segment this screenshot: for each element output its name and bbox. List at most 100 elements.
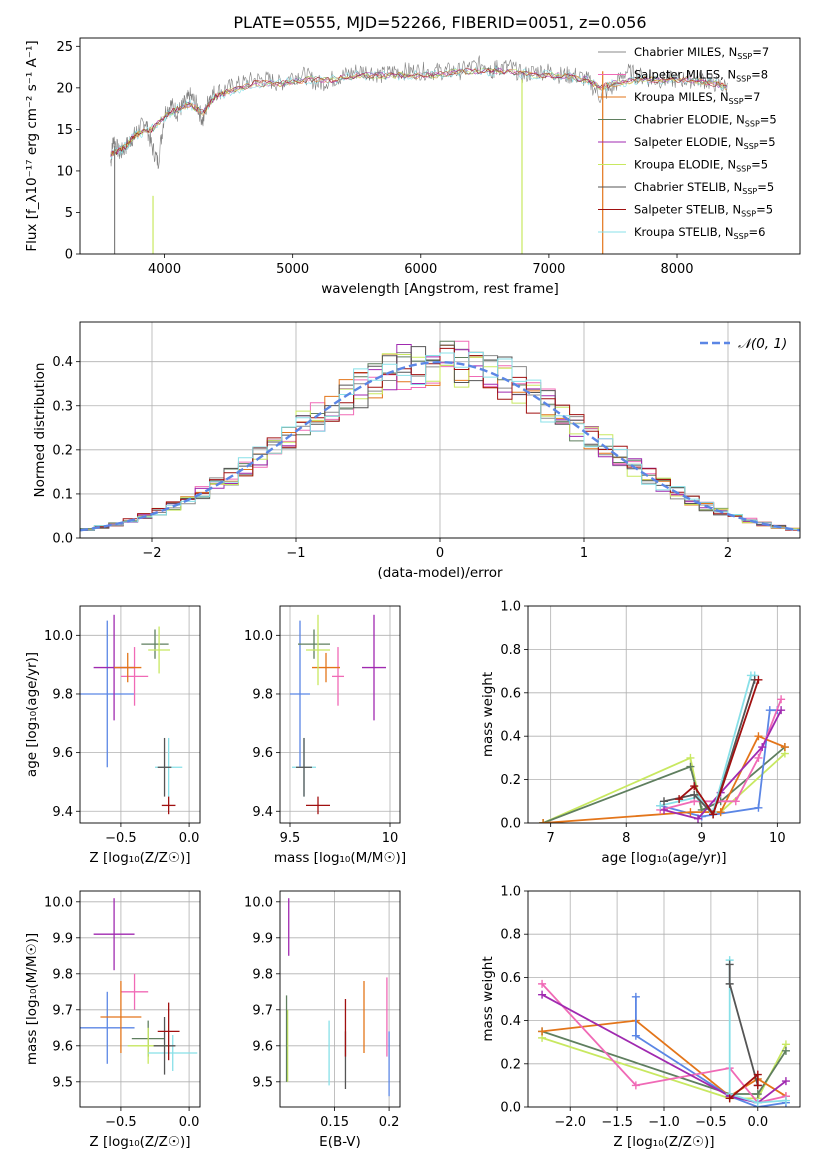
y-axis-label: Flux [f_λ10⁻¹⁷ erg cm⁻² s⁻¹ A⁻¹] bbox=[24, 40, 40, 251]
y-tick-label: 9.7 bbox=[252, 1003, 273, 1018]
weight-marker bbox=[754, 753, 763, 762]
x-tick-label: 7 bbox=[547, 831, 555, 846]
weight-marker bbox=[758, 743, 767, 752]
weight-marker bbox=[753, 1081, 762, 1090]
errorbar-point bbox=[290, 620, 310, 768]
y-tick-label: 0.8 bbox=[500, 928, 521, 943]
y-tick-label: 0.8 bbox=[500, 643, 521, 658]
weight-marker bbox=[753, 1070, 762, 1079]
spectrum-model-trace bbox=[110, 68, 727, 156]
errorbar-point bbox=[157, 1002, 180, 1061]
y-tick-label: 9.4 bbox=[252, 805, 273, 820]
errorbar-point bbox=[153, 1017, 176, 1075]
y-tick-label: 0.2 bbox=[52, 443, 73, 458]
x-axis-label: E(B-V) bbox=[319, 1134, 361, 1150]
weight-marker bbox=[754, 803, 763, 812]
weight-marker bbox=[725, 979, 734, 988]
y-tick-label: 0.4 bbox=[500, 730, 521, 745]
weight-marker bbox=[690, 790, 699, 799]
y-tick-label: 9.4 bbox=[52, 805, 73, 820]
y-axis-label: Normed distribution bbox=[32, 363, 48, 498]
weight-marker bbox=[686, 808, 695, 817]
y-tick-label: 0.6 bbox=[500, 686, 521, 701]
x-tick-label: 6000 bbox=[404, 262, 437, 277]
y-tick-label: 5 bbox=[65, 206, 73, 221]
plot-area bbox=[285, 898, 390, 1097]
legend-label: Salpeter ELODIE, NSSP=5 bbox=[634, 135, 776, 151]
y-tick-label: 0.1 bbox=[52, 487, 73, 502]
x-tick-label: −1 bbox=[286, 546, 305, 561]
x-tick-label: 0.0 bbox=[179, 1115, 200, 1130]
y-tick-label: 9.9 bbox=[52, 931, 73, 946]
errorbar-point bbox=[80, 991, 135, 1064]
panel-weight-vs-age: 7 8 9 10 0.0 0.2 0.4 0.6 0.8 1.0 age [log₁₀(age/yr… bbox=[480, 600, 801, 866]
y-tick-label: 9.8 bbox=[252, 687, 273, 702]
y-tick-label: 20 bbox=[56, 81, 73, 96]
errorbar-point bbox=[93, 898, 135, 971]
weight-marker bbox=[777, 706, 786, 715]
axes-frame bbox=[527, 605, 801, 824]
y-tick-label: 9.6 bbox=[52, 746, 73, 761]
y-tick-label: 0.0 bbox=[52, 532, 73, 547]
weight-marker bbox=[539, 819, 548, 823]
weight-marker bbox=[765, 706, 774, 715]
y-tick-label: 15 bbox=[56, 123, 73, 138]
errorbar-point bbox=[332, 647, 344, 706]
x-tick-label: 0.2 bbox=[379, 1115, 400, 1130]
axes-frame bbox=[79, 890, 201, 1108]
legend-label: Kroupa STELIB, NSSP=6 bbox=[634, 225, 765, 241]
weight-line bbox=[728, 964, 759, 1086]
spectrum-model-trace bbox=[110, 67, 727, 157]
errorbar-point bbox=[120, 647, 149, 706]
x-tick-label: 0.0 bbox=[747, 1115, 768, 1130]
x-axis-label: age [log₁₀(age/yr)] bbox=[601, 850, 726, 866]
x-axis-label: Z [log₁₀(Z/Z☉)] bbox=[89, 850, 190, 866]
panel-mass-vs-Z: −0.5 0.0 9.5 9.6 9.7 9.8 9.9 10.0 Z [log₁₀(Z/Z☉)… bbox=[24, 890, 201, 1150]
axes-frame bbox=[279, 890, 401, 1108]
plot-area bbox=[80, 614, 183, 815]
weight-marker bbox=[538, 1027, 547, 1036]
y-tick-label: 10.0 bbox=[44, 629, 73, 644]
errorbar-point bbox=[362, 614, 386, 721]
axes-frame bbox=[79, 321, 801, 539]
errorbar-point bbox=[80, 620, 135, 768]
y-tick-label: 9.6 bbox=[52, 1039, 73, 1054]
y-tick-label: 9.8 bbox=[52, 687, 73, 702]
plot-area bbox=[80, 898, 198, 1075]
x-tick-label: 1 bbox=[580, 546, 588, 561]
weight-marker bbox=[631, 1081, 640, 1090]
y-tick-label: 25 bbox=[56, 40, 73, 55]
weight-marker bbox=[725, 1094, 734, 1103]
weight-marker bbox=[716, 808, 725, 817]
x-tick-label: 9.5 bbox=[280, 831, 301, 846]
y-tick-label: 9.9 bbox=[252, 931, 273, 946]
y-tick-label: 9.8 bbox=[52, 967, 73, 982]
legend-label: Chabrier STELIB, NSSP=5 bbox=[634, 180, 774, 196]
errorbar-point bbox=[306, 796, 330, 815]
y-axis-label: mass [log₁₀(M/M☉)] bbox=[24, 933, 40, 1065]
errorbar-point bbox=[114, 652, 142, 683]
legend-label: Kroupa ELODIE, NSSP=5 bbox=[634, 158, 768, 174]
errorbar-point bbox=[100, 981, 142, 1053]
x-axis-label: (data-model)/error bbox=[377, 565, 503, 581]
y-tick-label: 0 bbox=[65, 248, 73, 263]
x-tick-label: −1.0 bbox=[648, 1115, 680, 1130]
y-tick-label: 10 bbox=[56, 164, 73, 179]
weight-marker bbox=[686, 753, 695, 762]
x-tick-label: 0 bbox=[436, 546, 444, 561]
weight-marker bbox=[754, 675, 763, 684]
spectrum-legend: Chabrier MILES, NSSP=7 Salpeter MILES, NS… bbox=[598, 45, 777, 241]
y-tick-label: 9.6 bbox=[252, 746, 273, 761]
y-tick-label: 9.7 bbox=[52, 1003, 73, 1018]
axes-frame bbox=[279, 605, 401, 824]
weight-marker bbox=[781, 1046, 790, 1055]
y-tick-label: 0.2 bbox=[500, 1057, 521, 1072]
panel-residuals: −2 −1 0 1 2 0.0 0.1 0.2 0.3 0.4 (data-model)/error… bbox=[32, 321, 801, 581]
y-axis-label: age [log₁₀(age/yr)] bbox=[24, 652, 40, 777]
errorbar-point bbox=[148, 626, 170, 674]
weight-marker bbox=[656, 801, 665, 810]
errorbar-point bbox=[120, 973, 149, 1010]
panel-age-vs-mass: 9.5 10 9.4 9.6 9.8 10.0 mass [log₁₀(M/M☉)] bbox=[244, 605, 406, 866]
legend-label: Kroupa MILES, NSSP=7 bbox=[634, 90, 760, 106]
y-tick-label: 9.5 bbox=[52, 1075, 73, 1090]
